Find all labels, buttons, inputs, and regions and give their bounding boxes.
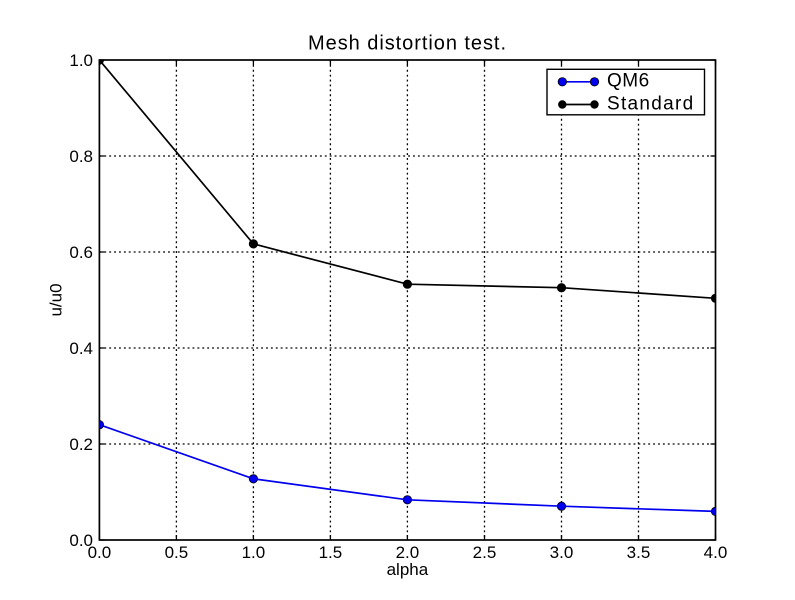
svg-text:0.0: 0.0 bbox=[88, 543, 112, 562]
svg-text:alpha: alpha bbox=[387, 560, 429, 579]
svg-text:1.5: 1.5 bbox=[319, 543, 343, 562]
svg-text:0.8: 0.8 bbox=[69, 147, 93, 166]
svg-text:4.0: 4.0 bbox=[704, 543, 728, 562]
svg-text:1.0: 1.0 bbox=[242, 543, 266, 562]
svg-text:0.2: 0.2 bbox=[69, 435, 93, 454]
svg-text:Mesh distortion test.: Mesh distortion test. bbox=[308, 33, 507, 55]
svg-text:0.5: 0.5 bbox=[165, 543, 189, 562]
svg-text:2.5: 2.5 bbox=[473, 543, 497, 562]
svg-text:2.0: 2.0 bbox=[396, 543, 420, 562]
svg-text:1.0: 1.0 bbox=[69, 51, 93, 70]
svg-text:3.5: 3.5 bbox=[627, 543, 651, 562]
svg-text:0.0: 0.0 bbox=[69, 531, 93, 550]
svg-text:3.0: 3.0 bbox=[550, 543, 574, 562]
svg-text:u/u0: u/u0 bbox=[47, 283, 66, 316]
svg-text:0.6: 0.6 bbox=[69, 243, 93, 262]
svg-text:Standard: Standard bbox=[607, 94, 695, 115]
svg-text:0.4: 0.4 bbox=[69, 339, 93, 358]
svg-text:QM6: QM6 bbox=[607, 71, 650, 92]
